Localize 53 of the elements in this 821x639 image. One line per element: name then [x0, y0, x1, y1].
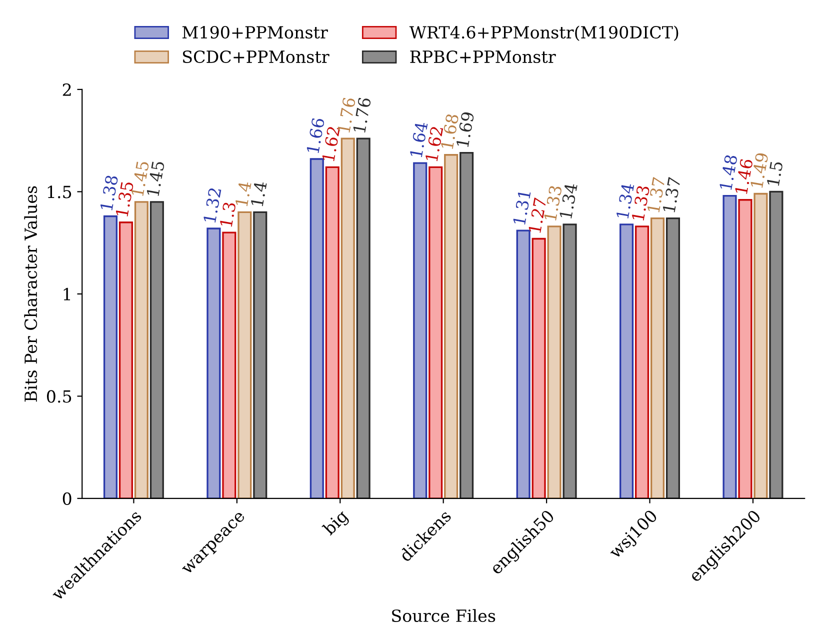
bar: [356, 138, 370, 498]
y-tick-label: 1: [64, 288, 70, 300]
bar: [722, 194, 737, 498]
bar: [769, 190, 784, 498]
bar: [134, 201, 148, 498]
bar: [428, 166, 443, 498]
bar: [238, 211, 252, 498]
bar: [634, 226, 650, 498]
legend-label: WRT4.6+PPMonstr(M190DICT): [409, 26, 678, 41]
x-axis-title: Source Files: [392, 609, 496, 622]
y-tick-label: 0: [62, 492, 72, 505]
data-label: 1.32: [203, 188, 222, 223]
data-label: 1.38: [100, 174, 118, 211]
bar: [222, 232, 236, 498]
data-label: 1.4: [250, 181, 268, 207]
bar: [118, 222, 133, 498]
data-label: 1.68: [440, 114, 459, 150]
bar: [460, 152, 474, 498]
legend-label: M190+PPMonstr: [182, 26, 328, 39]
y-tick-label: 0.5: [46, 390, 72, 403]
bar: [340, 138, 355, 498]
data-label: 1.64: [410, 122, 428, 158]
data-label: 1.31: [512, 190, 531, 225]
bar: [532, 238, 546, 498]
data-label: 1.48: [719, 154, 738, 190]
y-tick-label: 2: [62, 83, 71, 96]
bar: [206, 228, 221, 498]
legend-label: SCDC+PPMonstr: [183, 50, 330, 64]
bar: [754, 192, 768, 498]
y-axis-title: Bits Per Character Values: [24, 186, 38, 402]
data-label: 1.3: [220, 202, 236, 227]
bar: [150, 201, 164, 498]
bar: [325, 166, 340, 498]
data-label: 1.49: [750, 152, 769, 188]
bar: [253, 211, 268, 498]
bar: [310, 158, 324, 498]
data-label: 1.34: [616, 182, 634, 219]
y-tick-label: 1.5: [48, 186, 72, 198]
bar: [562, 224, 577, 498]
x-tick-label: big: [322, 508, 352, 538]
bar: [620, 224, 634, 498]
bar: [650, 217, 665, 498]
data-label: 1.4: [235, 181, 252, 207]
bar: [413, 162, 428, 498]
data-label: 1.69: [456, 112, 474, 148]
bar: [516, 230, 530, 498]
bar: [444, 154, 458, 498]
bar: [547, 226, 562, 498]
legend-label: RPBC+PPMonstr: [410, 50, 556, 64]
bar: [738, 199, 752, 498]
data-label: 1.5: [766, 161, 784, 186]
bar: [666, 217, 680, 498]
bar: [103, 215, 118, 498]
